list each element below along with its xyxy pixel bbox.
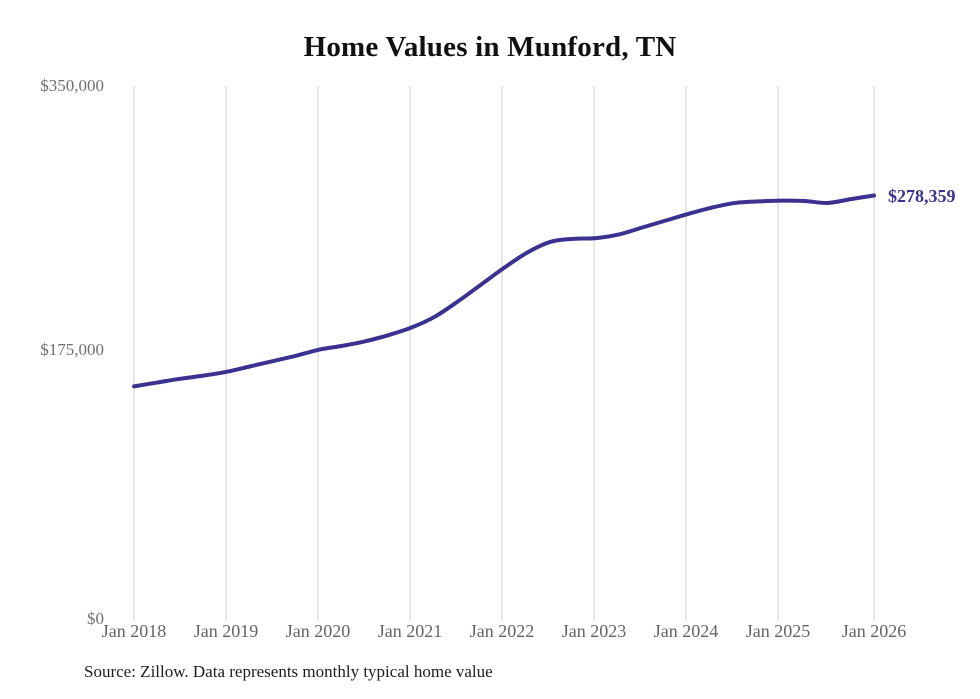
x-axis-tick-label-jan-2019: Jan 2019 <box>193 621 259 641</box>
x-axis-tick-label-jan-2022: Jan 2022 <box>469 621 535 641</box>
y-axis-tick-label-1: $175,000 <box>40 340 104 359</box>
gridlines <box>133 86 875 621</box>
x-axis-tick-label-jan-2024: Jan 2024 <box>653 621 719 641</box>
x-axis-tick-label-jan-2023: Jan 2023 <box>561 621 627 641</box>
series-line-typical-home-value <box>132 193 876 389</box>
endpoint-value-label: $278,359 <box>888 185 956 206</box>
data-series-line <box>132 193 876 389</box>
x-axis-tick-label-jan-2020: Jan 2020 <box>285 621 351 641</box>
source-note: Source: Zillow. Data represents monthly … <box>84 662 493 681</box>
x-axis-tick-label-jan-2025: Jan 2025 <box>745 621 811 641</box>
x-axis-tick-label-jan-2026: Jan 2026 <box>841 621 907 641</box>
y-axis-tick-label-2: $0 <box>87 609 104 628</box>
chart-title: Home Values in Munford, TN <box>303 31 677 63</box>
y-axis-tick-label-0: $350,000 <box>40 76 104 95</box>
x-axis-tick-label-jan-2021: Jan 2021 <box>377 621 443 641</box>
x-axis-tick-label-jan-2018: Jan 2018 <box>101 621 167 641</box>
